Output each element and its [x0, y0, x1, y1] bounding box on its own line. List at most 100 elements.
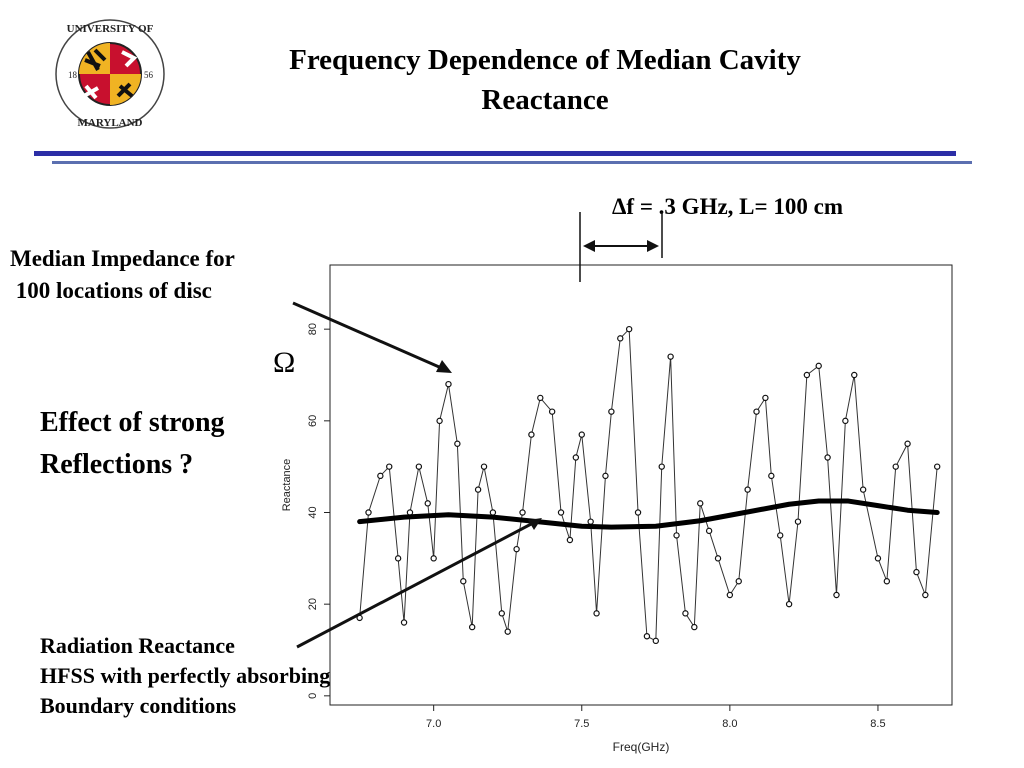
reactance-data-point: [833, 591, 840, 599]
reactance-data-point: [415, 463, 423, 470]
ohm-unit-label: Ω: [273, 346, 296, 379]
reactance-data-point: [593, 610, 600, 617]
reactance-data-point: [933, 463, 941, 470]
delta-arrow-right-head: [647, 240, 659, 252]
radiation-pointer-arrow-head: [528, 518, 542, 530]
reactance-data-point: [557, 509, 565, 516]
y-tick-label: 80: [307, 323, 319, 335]
reactance-data-point: [548, 408, 556, 415]
median-pointer-arrow-head: [436, 360, 452, 373]
annotation-line-1: Median Impedance for: [10, 246, 235, 271]
reactance-data-point: [566, 536, 574, 544]
delta-arrow-left-head: [583, 240, 595, 252]
reactance-data-point: [913, 568, 920, 576]
reactance-data-point: [578, 431, 585, 438]
reactance-data-point: [468, 623, 476, 631]
reactance-data-point: [377, 472, 384, 480]
reactance-data-point: [617, 335, 624, 342]
reactance-data-point: [400, 619, 408, 626]
effect-line-1: Effect of strong: [40, 407, 225, 438]
reactance-data-point: [460, 578, 467, 585]
radiation-pointer-arrow: [296, 520, 536, 649]
y-tick-label: 0: [307, 693, 319, 699]
annotation-line-2: 100 locations of disc: [10, 278, 212, 303]
reactance-data-point: [883, 578, 891, 585]
reactance-data-point: [874, 555, 882, 562]
reactance-data-point: [519, 509, 526, 516]
reactance-data-point: [652, 637, 660, 645]
reactance-data-point: [528, 431, 535, 438]
reactance-data-point: [682, 610, 689, 617]
reactance-data-point: [430, 555, 437, 562]
reactance-data-point: [424, 500, 431, 507]
reactance-data-point: [667, 353, 674, 360]
reactance-data-point: [851, 371, 858, 379]
radiation-reactance-curve: [357, 498, 940, 530]
title-line-1: Frequency Dependence of Median Cavity: [289, 44, 801, 76]
reactance-data-point: [768, 472, 775, 480]
reactance-data-point: [735, 578, 742, 585]
x-axis-label: Freq(GHz): [613, 740, 670, 754]
y-axis-label: Reactance: [281, 459, 293, 512]
reactance-data-point: [697, 500, 704, 507]
reactance-data-point: [572, 454, 580, 461]
reactance-data-point: [842, 417, 849, 425]
reactance-data-point: [365, 509, 372, 516]
reactance-data-point: [489, 509, 497, 516]
reactance-data-point: [436, 417, 443, 425]
reactance-data-point: [673, 532, 680, 539]
reactance-data-point: [643, 633, 651, 640]
effect-line-2: Reflections ?: [40, 449, 194, 480]
median-impedance-annotation: Median Impedance for 100 locations of di…: [10, 243, 235, 307]
x-tick-label: 8.0: [722, 718, 737, 730]
reactance-data-point: [714, 555, 722, 562]
y-tick-label: 60: [307, 415, 319, 427]
delta-f-label: Δf = .3 GHz, L= 100 cm: [612, 194, 843, 219]
reactance-data-point: [922, 591, 929, 599]
reactance-data-point: [803, 371, 811, 379]
reactance-data-point: [691, 623, 698, 631]
reactance-data-point: [394, 555, 402, 562]
radiation-line-2: HFSS with perfectly absorbing: [40, 663, 331, 688]
slide-title: Frequency Dependence of Median Cavity Re…: [180, 40, 910, 120]
reactance-data-point: [504, 628, 511, 635]
reactance-data-point: [892, 463, 899, 470]
title-line-2: Reactance: [481, 84, 609, 116]
radiation-line-1: Radiation Reactance: [40, 633, 235, 658]
reactance-data-point: [794, 518, 802, 525]
header-rule-primary: [34, 151, 956, 156]
reactance-data-point: [602, 472, 609, 480]
reactance-data-point: [859, 486, 867, 493]
reactance-data-point: [634, 509, 642, 516]
reactance-data-point: [777, 532, 784, 539]
reactance-data-point: [445, 380, 452, 388]
reactance-series-line: [359, 327, 938, 642]
reactance-data-point: [587, 518, 594, 525]
y-tick-label: 40: [307, 506, 319, 518]
reactance-data-point: [498, 610, 505, 617]
plot-frame: [329, 264, 953, 706]
reactance-data-point: [386, 463, 393, 470]
reactance-data-point: [625, 325, 633, 333]
reactance-data-point: [537, 394, 544, 402]
reactance-data-point: [815, 362, 822, 370]
radiation-reactance-note: Radiation Reactance HFSS with perfectly …: [40, 631, 330, 721]
reactance-data-point: [480, 463, 488, 470]
reactance-data-point: [513, 545, 520, 553]
x-tick-label: 8.5: [870, 718, 885, 730]
effect-question: Effect of strong Reflections ?: [40, 402, 225, 486]
reactance-data-point: [658, 463, 665, 470]
median-pointer-arrow: [292, 301, 447, 372]
reactance-data-point: [608, 408, 615, 415]
reactance-data-point: [824, 454, 831, 461]
reactance-data-point: [454, 440, 461, 447]
reactance-data-point: [744, 486, 751, 493]
reactance-data-point: [785, 600, 793, 608]
radiation-line-3: Boundary conditions: [40, 693, 237, 718]
reactance-data-point: [753, 408, 760, 415]
x-tick-label: 7.0: [426, 718, 441, 730]
reactance-data-point: [705, 527, 713, 535]
reactance-data-point: [762, 394, 769, 402]
reactance-data-point: [726, 591, 734, 599]
